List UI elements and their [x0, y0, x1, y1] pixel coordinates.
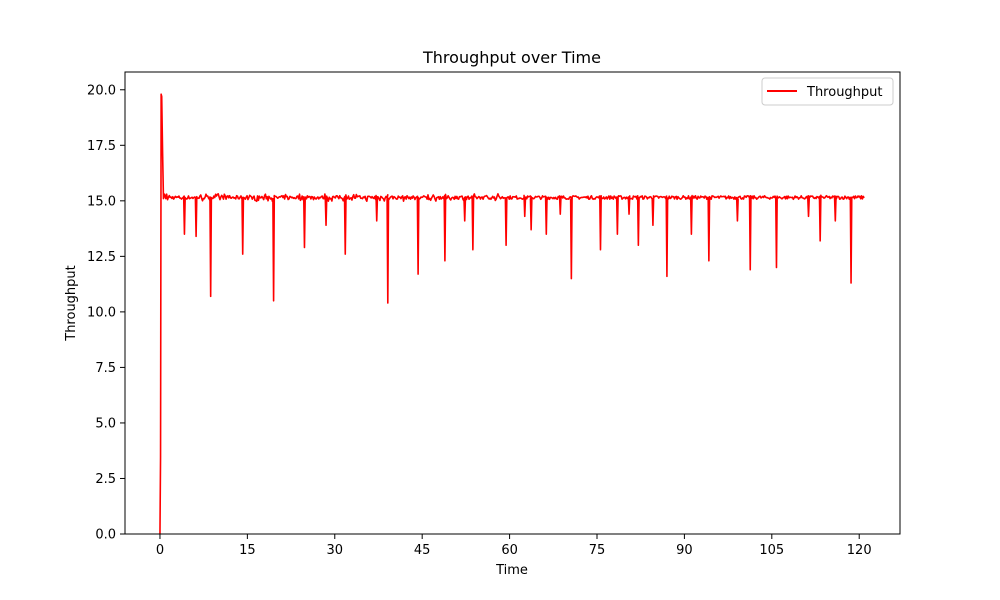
y-tick-label: 12.5 — [87, 250, 116, 265]
legend-label-throughput: Throughput — [806, 85, 883, 100]
y-axis-ticks: 0.0 2.5 5.0 7.5 10.0 12.5 15.0 17.5 20.0 — [87, 83, 125, 543]
x-tick-label: 75 — [589, 543, 606, 558]
series-line-throughput — [159, 93, 865, 535]
legend: Throughput — [761, 77, 894, 106]
x-tick-label: 105 — [759, 543, 784, 558]
chart-title: Throughput over Time — [422, 48, 601, 67]
x-axis-label: Time — [495, 563, 528, 578]
x-tick-label: 0 — [156, 543, 164, 558]
x-tick-label: 15 — [239, 543, 256, 558]
y-tick-label: 2.5 — [95, 472, 116, 487]
x-tick-label: 60 — [501, 543, 518, 558]
y-tick-label: 15.0 — [87, 194, 116, 209]
y-tick-label: 20.0 — [87, 83, 116, 98]
y-axis-label: Throughput — [64, 265, 79, 342]
x-axis-ticks: 0 15 30 45 60 75 90 105 120 — [156, 534, 872, 558]
x-tick-label: 30 — [327, 543, 344, 558]
plot-area — [159, 93, 865, 535]
x-tick-label: 45 — [414, 543, 431, 558]
y-tick-label: 5.0 — [95, 416, 116, 431]
x-tick-label: 120 — [847, 543, 872, 558]
y-tick-label: 17.5 — [87, 139, 116, 154]
x-tick-label: 90 — [676, 543, 693, 558]
y-tick-label: 7.5 — [95, 361, 116, 376]
y-tick-label: 10.0 — [87, 305, 116, 320]
legend-box — [761, 77, 894, 106]
axes-frame — [124, 71, 901, 535]
y-tick-label: 0.0 — [95, 528, 116, 543]
